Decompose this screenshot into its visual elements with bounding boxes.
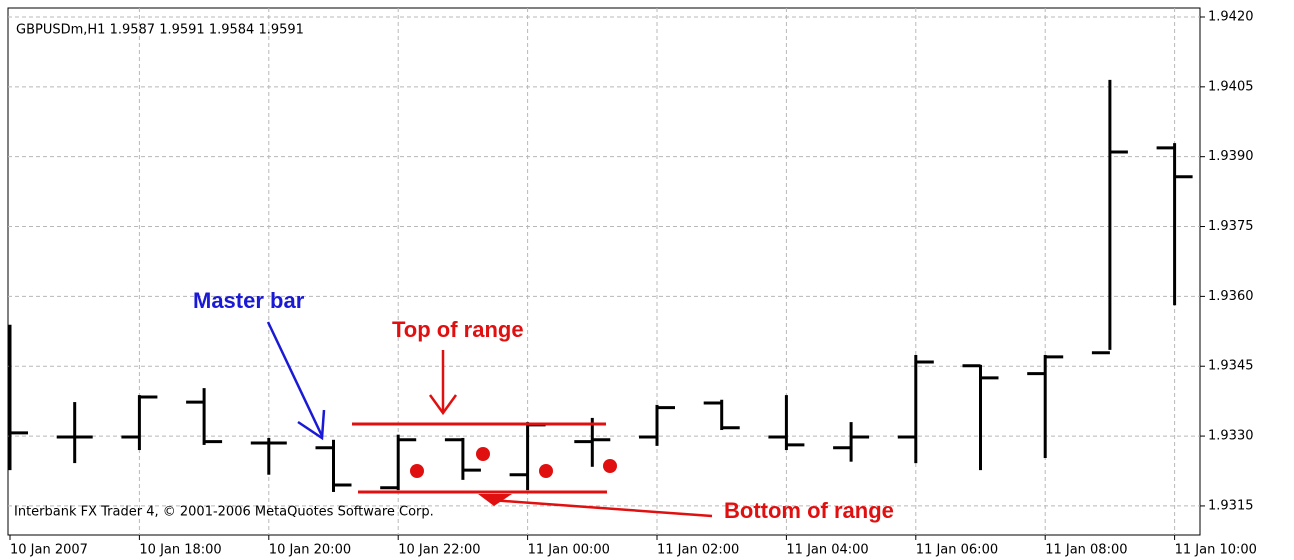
x-tick-label: 11 Jan 08:00 (1045, 543, 1127, 558)
x-tick-label: 11 Jan 10:00 (1175, 543, 1257, 558)
range-dots (410, 447, 617, 478)
dot (410, 464, 424, 478)
grid (8, 8, 1200, 535)
chart-title: GBPUSDm,H1 1.9587 1.9591 1.9584 1.9591 (16, 23, 304, 38)
x-tick-label: 10 Jan 20:00 (269, 543, 351, 558)
arrow (266, 321, 324, 437)
y-tick-label: 1.9330 (1208, 429, 1254, 444)
x-tick-label: 10 Jan 2007 (10, 543, 88, 558)
annotation-text: Top of range (392, 317, 524, 342)
annotation-bottom: Bottom of range (358, 490, 894, 523)
x-tick-label: 11 Jan 00:00 (528, 543, 610, 558)
footer: Interbank FX Trader 4, © 2001-2006 MetaQ… (14, 505, 434, 520)
annotation-text: Master bar (193, 288, 305, 313)
y-tick-label: 1.9375 (1208, 219, 1254, 234)
arrow-head (297, 409, 326, 441)
x-tick-label: 10 Jan 18:00 (139, 543, 221, 558)
y-tick-label: 1.9360 (1208, 289, 1254, 304)
arrow-head (428, 394, 458, 416)
dot (476, 447, 490, 461)
annotation-top: Top of range (352, 317, 606, 426)
dot (539, 464, 553, 478)
y-tick-label: 1.9405 (1208, 79, 1254, 94)
x-tick-label: 11 Jan 06:00 (916, 543, 998, 558)
y-tick-label: 1.9390 (1208, 149, 1254, 164)
x-tick-label: 11 Jan 02:00 (657, 543, 739, 558)
annotation-master: Master bar (193, 288, 326, 441)
dot (603, 459, 617, 473)
x-tick-label: 10 Jan 22:00 (398, 543, 480, 558)
x-tick-label: 11 Jan 04:00 (786, 543, 868, 558)
y-tick-label: 1.9420 (1208, 9, 1254, 24)
annotation-text: Bottom of range (724, 498, 894, 523)
plot-frame (7, 7, 1201, 536)
y-tick-label: 1.9315 (1208, 498, 1254, 513)
y-tick-label: 1.9345 (1208, 359, 1254, 374)
pointer-head (478, 494, 512, 506)
pointer-line (489, 498, 713, 518)
